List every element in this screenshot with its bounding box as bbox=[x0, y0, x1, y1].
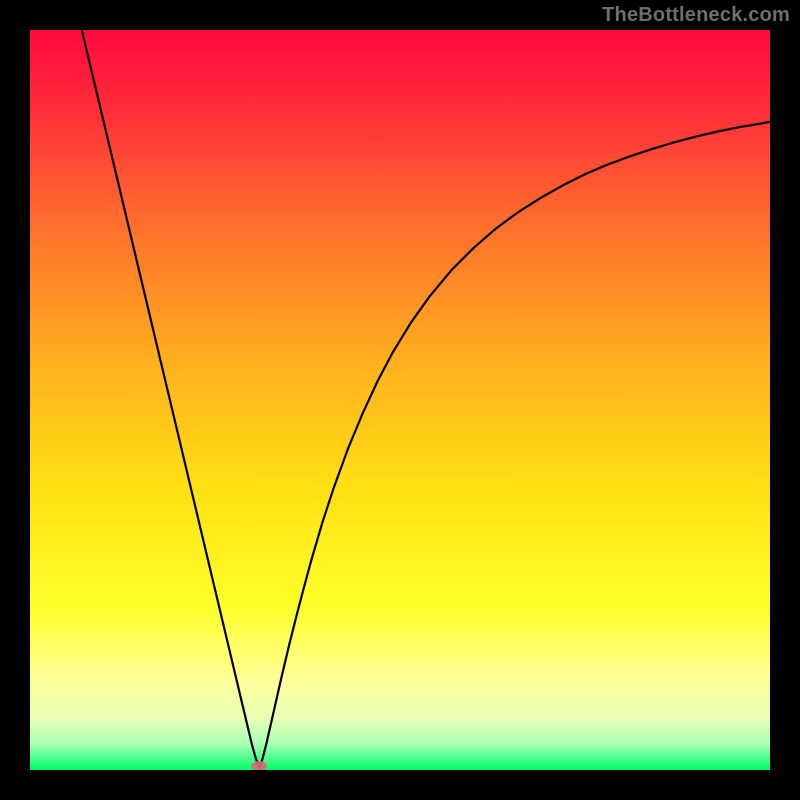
curve-svg bbox=[30, 30, 770, 770]
bottleneck-curve bbox=[82, 30, 770, 768]
plot-area bbox=[30, 30, 770, 770]
min-marker bbox=[251, 761, 267, 770]
watermark-text: TheBottleneck.com bbox=[602, 4, 790, 27]
chart-frame: TheBottleneck.com bbox=[0, 0, 800, 800]
